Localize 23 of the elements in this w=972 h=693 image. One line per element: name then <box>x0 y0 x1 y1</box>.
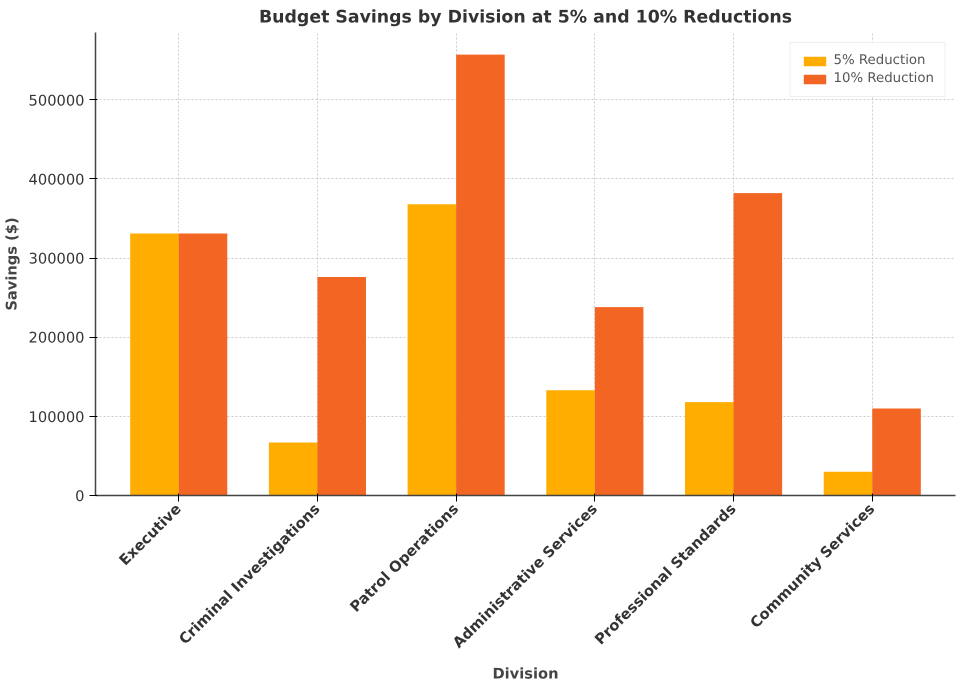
bar <box>178 234 228 496</box>
bar <box>546 390 595 496</box>
y-axis-title: Savings ($) <box>4 217 21 311</box>
bar <box>824 472 872 496</box>
legend-label: 5% Reduction <box>834 53 926 68</box>
bar <box>594 307 644 496</box>
bar <box>268 442 318 496</box>
bar <box>317 277 366 496</box>
chart-title: Budget Savings by Division at 5% and 10% Reductions <box>258 8 792 28</box>
bar <box>685 402 734 496</box>
x-axis-title: Division <box>492 666 559 683</box>
y-tick-label: 500000 <box>28 92 85 110</box>
y-tick-label: 0 <box>75 488 85 505</box>
bar <box>130 234 179 496</box>
y-tick-label: 300000 <box>28 250 85 268</box>
bar <box>456 54 505 496</box>
legend-label: 10% Reduction <box>834 71 934 86</box>
y-tick-label: 100000 <box>28 408 85 426</box>
bar <box>872 408 921 496</box>
bar <box>408 204 456 496</box>
bar <box>734 193 782 496</box>
y-tick-label: 400000 <box>28 171 85 188</box>
y-tick-label: 200000 <box>28 330 85 347</box>
